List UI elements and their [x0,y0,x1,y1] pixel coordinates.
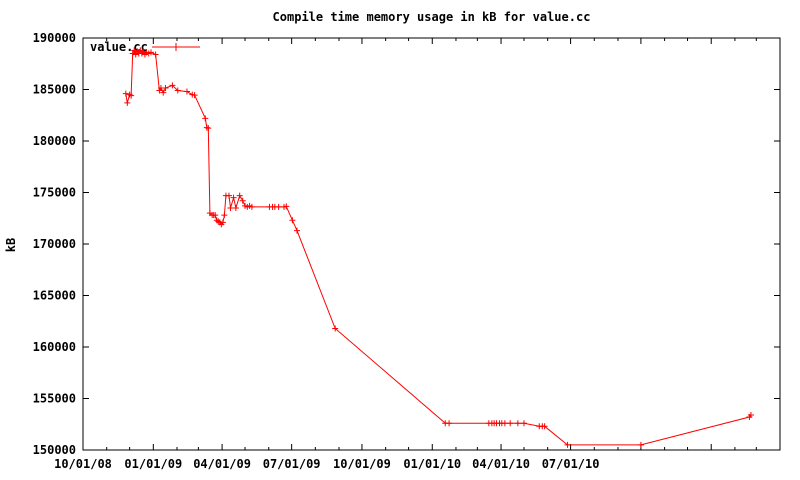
data-point-marker [122,90,129,97]
data-point-marker [236,192,243,199]
data-point-marker [148,49,155,56]
data-point-marker [126,91,133,98]
data-point-marker [230,194,237,201]
chart-title: Compile time memory usage in kB for valu… [272,10,591,24]
y-tick-label: 155000 [33,392,76,406]
y-tick-label: 165000 [33,289,76,303]
x-tick-label: 07/01/09 [263,457,321,471]
data-point-marker [203,124,210,131]
data-point-marker [293,227,300,234]
data-point-marker [520,420,527,427]
legend-sample-marker [170,43,182,51]
data-point-marker [169,82,176,89]
data-point-marker [212,212,219,219]
data-point-marker [514,420,521,427]
data-point-marker [160,89,167,96]
data-point-marker [747,411,754,418]
data-point-marker [128,92,135,99]
data-point-marker [225,192,232,199]
data-point-marker [283,203,290,210]
data-point-marker [191,92,198,99]
data-point-marker [152,51,159,58]
data-point-marker [124,99,131,106]
data-point-marker [289,217,296,224]
x-tick-label: 10/01/08 [54,457,112,471]
x-tick-label: 01/01/09 [124,457,182,471]
plot-border [82,37,781,451]
data-point-marker [137,47,144,54]
data-point-marker [202,115,209,122]
data-point-marker [131,47,138,54]
x-tick-label: 04/01/09 [193,457,251,471]
data-point-marker [637,441,644,448]
data-point-marker [221,212,228,219]
data-point-marker [564,441,571,448]
x-tick-label: 04/01/10 [472,457,530,471]
data-point-marker [140,48,147,55]
y-tick-label: 170000 [33,237,76,251]
data-point-marker [507,420,514,427]
data-point-marker [275,203,282,210]
y-tick-label: 150000 [33,443,76,457]
y-tick-label: 160000 [33,340,76,354]
x-tick-label: 07/01/10 [542,457,600,471]
data-point-marker [446,420,453,427]
data-point-marker [219,219,226,226]
y-tick-label: 185000 [33,83,76,97]
data-point-marker [332,325,339,332]
y-tick-label: 175000 [33,186,76,200]
data-point-marker [248,203,255,210]
data-point-marker [174,87,181,94]
x-tick-label: 01/01/10 [403,457,461,471]
data-point-marker [129,50,136,57]
x-tick-label: 10/01/09 [333,457,391,471]
y-tick-label: 190000 [33,31,76,45]
data-point-marker [232,204,239,211]
y-tick-label: 180000 [33,134,76,148]
data-point-marker [239,197,246,204]
data-point-marker [205,125,212,132]
data-point-marker [132,51,139,58]
data-point-marker [227,204,234,211]
data-point-marker [162,84,169,91]
data-point-marker [183,88,190,95]
data-point-marker [501,420,508,427]
series-line [125,49,752,446]
data-point-marker [541,423,548,430]
